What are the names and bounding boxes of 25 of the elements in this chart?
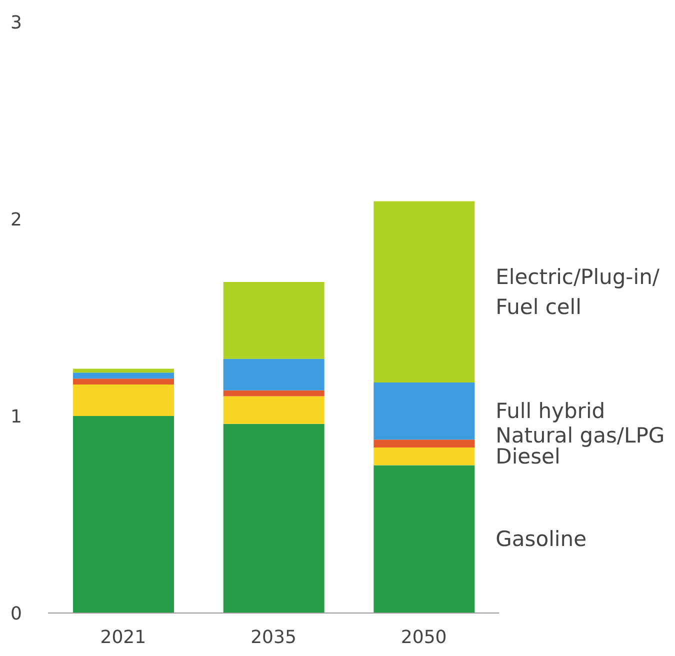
x-tick-label: 2021 (100, 626, 146, 648)
bar (223, 282, 324, 359)
y-tick-label: 3 (10, 12, 22, 34)
bar (73, 416, 174, 613)
y-tick-label: 1 (10, 406, 22, 428)
bar (374, 201, 475, 383)
bar (374, 448, 475, 466)
x-tick-label: 2050 (400, 626, 447, 648)
bar (374, 465, 475, 613)
bar (73, 378, 174, 384)
bar (73, 384, 174, 416)
x-tick-label: 2035 (250, 626, 296, 648)
bar (73, 368, 174, 373)
bar (223, 424, 324, 613)
series-label: Full hybrid (496, 399, 606, 424)
y-tick-label: 0 (10, 603, 22, 624)
bar (73, 372, 174, 379)
bar (223, 396, 324, 424)
bar (223, 358, 324, 390)
bar (223, 390, 324, 396)
bar (374, 382, 475, 440)
y-tick-label: 2 (10, 209, 22, 230)
series-label: Gasoline (496, 527, 587, 552)
bar (374, 440, 475, 448)
series-label: Electric/Plug-in/Fuel cell (496, 264, 660, 319)
